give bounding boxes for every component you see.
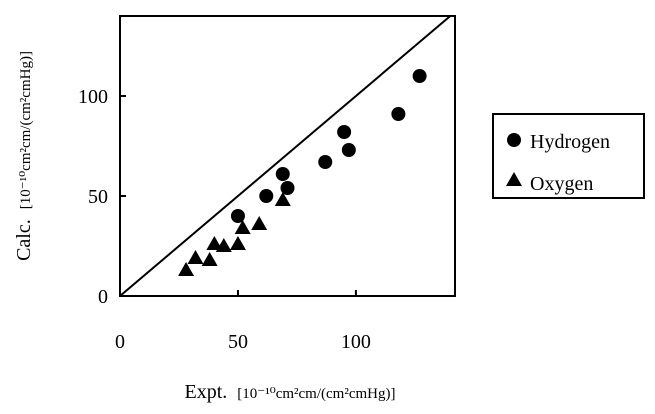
hydrogen-point xyxy=(259,189,274,203)
hydrogen-point xyxy=(230,209,245,223)
parity-line xyxy=(119,15,451,297)
axis-ticks: 0 50 100 0 50 100 xyxy=(78,86,371,353)
x-axis-main-label: Expt. xyxy=(185,381,228,403)
hydrogen-point xyxy=(412,69,427,83)
oxygen-point xyxy=(274,192,291,206)
data-points xyxy=(178,69,427,276)
x-tick-label: 50 xyxy=(228,331,248,353)
x-tick-label: 100 xyxy=(341,331,371,353)
legend-label-hydrogen: Hydrogen xyxy=(530,131,610,153)
x-axis-title: Expt. [10⁻¹⁰cm²cm/(cm²cmHg)] xyxy=(185,381,396,403)
x-tick-label: 0 xyxy=(115,331,125,353)
y-axis-main-label: Calc. xyxy=(13,219,35,261)
legend-label-oxygen: Oxygen xyxy=(530,173,593,195)
y-axis-title: Calc. [10⁻¹⁰cm²cm/(cm²cmHg)] xyxy=(13,51,35,261)
hydrogen-point xyxy=(318,155,333,169)
oxygen-point xyxy=(229,236,246,250)
oxygen-point xyxy=(234,220,251,234)
y-axis-unit-label: [10⁻¹⁰cm²cm/(cm²cmHg)] xyxy=(18,51,34,209)
legend: Hydrogen Oxygen xyxy=(492,113,645,199)
hydrogen-point xyxy=(280,181,295,195)
oxygen-point xyxy=(206,236,223,250)
legend-marker-hydrogen xyxy=(507,133,521,147)
hydrogen-point xyxy=(341,143,356,157)
hydrogen-point xyxy=(275,167,290,181)
oxygen-point xyxy=(251,216,268,230)
y-tick-label: 50 xyxy=(88,186,108,208)
oxygen-point xyxy=(187,250,204,264)
hydrogen-point xyxy=(391,107,406,121)
oxygen-point xyxy=(215,238,232,252)
x-axis-unit-label: [10⁻¹⁰cm²cm/(cm²cmHg)] xyxy=(237,386,395,402)
legend-marker-oxygen xyxy=(506,172,522,186)
oxygen-point xyxy=(201,252,218,266)
y-tick-label: 100 xyxy=(78,86,108,108)
y-tick-label: 0 xyxy=(98,286,108,308)
oxygen-point xyxy=(178,262,195,276)
hydrogen-point xyxy=(337,125,352,139)
